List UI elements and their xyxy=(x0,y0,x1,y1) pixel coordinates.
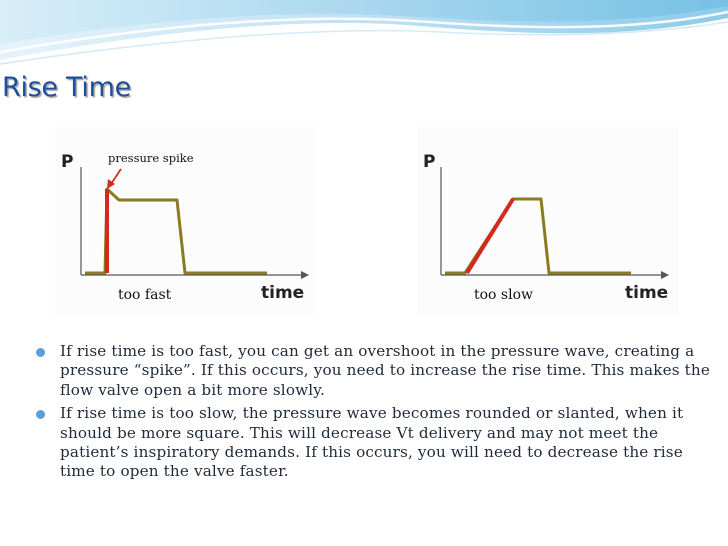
waveform-line xyxy=(445,197,631,275)
bullet-dot-icon xyxy=(36,410,45,420)
wave-header-decoration xyxy=(0,0,728,65)
x-axis-label: time xyxy=(261,283,305,303)
x-axis-arrowhead xyxy=(301,271,309,279)
spike-arrowhead xyxy=(107,179,115,189)
rise-segment xyxy=(465,197,515,275)
bullet-list: If rise time is too fast, you can get an… xyxy=(36,342,716,486)
bullet-text: If rise time is too slow, the pressure w… xyxy=(60,404,684,481)
diagram-too-fast: P pressure spike too fast time xyxy=(55,127,317,317)
bullet-dot-icon xyxy=(36,348,45,357)
diagram-too-slow: P too slow time xyxy=(417,127,679,317)
waveform-line xyxy=(85,187,267,275)
waveform-too-slow xyxy=(440,167,669,279)
y-axis-label: P xyxy=(61,152,74,172)
y-axis-label: P xyxy=(423,152,436,172)
waveform-too-fast xyxy=(80,167,309,279)
slide-title: Rise Time xyxy=(2,72,131,103)
caption-too-slow: too slow xyxy=(474,287,534,303)
bullet-item: If rise time is too slow, the pressure w… xyxy=(36,404,716,482)
pressure-spike-annotation: pressure spike xyxy=(108,151,194,165)
spike-arrow xyxy=(110,168,122,185)
caption-too-fast: too fast xyxy=(118,287,172,303)
x-axis-label: time xyxy=(625,283,669,303)
bullet-text: If rise time is too fast, you can get an… xyxy=(60,342,710,399)
bullet-item: If rise time is too fast, you can get an… xyxy=(36,342,716,400)
x-axis-arrowhead xyxy=(661,271,669,279)
